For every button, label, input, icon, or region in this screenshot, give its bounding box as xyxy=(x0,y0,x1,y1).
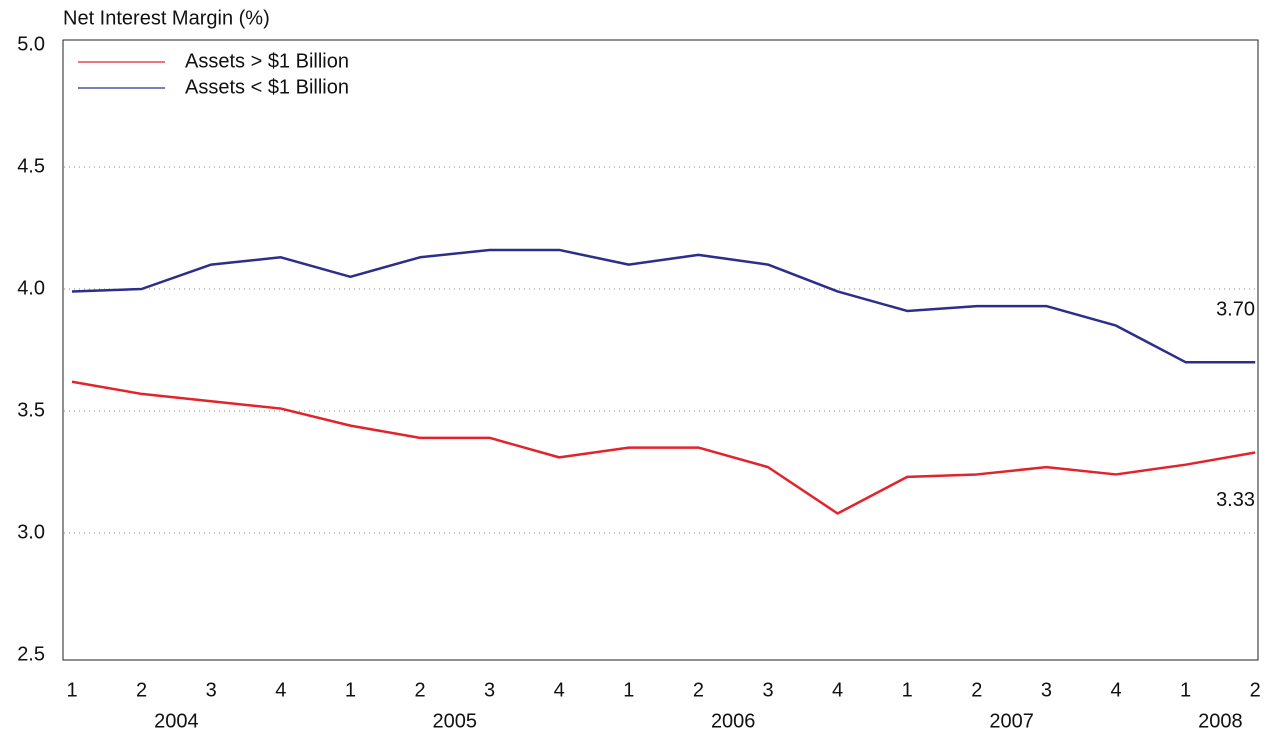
series-line xyxy=(71,380,1256,515)
x-tick-label: 3 xyxy=(484,679,495,701)
y-tick-label: 3.5 xyxy=(17,399,45,421)
x-tick-label: 4 xyxy=(275,679,286,701)
x-tick-label: 1 xyxy=(623,679,634,701)
x-tick-label: 4 xyxy=(832,679,843,701)
x-tick-label: 3 xyxy=(206,679,217,701)
plot-border xyxy=(62,39,1259,661)
y-tick-label: 2.5 xyxy=(17,643,45,665)
legend-label: Assets < $1 Billion xyxy=(185,76,349,98)
x-tick-label: 4 xyxy=(554,679,565,701)
year-label: 2005 xyxy=(433,710,478,732)
x-tick-label: 1 xyxy=(902,679,913,701)
chart-title: Net Interest Margin (%) xyxy=(63,7,270,29)
x-tick-label: 3 xyxy=(1041,679,1052,701)
year-label: 2006 xyxy=(711,710,756,732)
x-tick-label: 2 xyxy=(971,679,982,701)
x-tick-label: 2 xyxy=(693,679,704,701)
x-tick-label: 2 xyxy=(1250,679,1261,701)
x-tick-label: 3 xyxy=(762,679,773,701)
year-label: 2007 xyxy=(989,710,1034,732)
x-tick-label: 2 xyxy=(136,679,147,701)
end-label: 3.33 xyxy=(1216,489,1255,511)
y-tick-label: 4.5 xyxy=(17,155,45,177)
legend-label: Assets > $1 Billion xyxy=(185,50,349,72)
x-tick-label: 1 xyxy=(66,679,77,701)
y-tick-label: 5.0 xyxy=(17,33,45,55)
x-tick-label: 4 xyxy=(1110,679,1121,701)
y-tick-label: 4.0 xyxy=(17,277,45,299)
end-label: 3.70 xyxy=(1216,298,1255,320)
year-label: 2004 xyxy=(154,710,199,732)
x-tick-label: 1 xyxy=(345,679,356,701)
x-tick-label: 2 xyxy=(414,679,425,701)
year-label: 2008 xyxy=(1198,710,1243,732)
y-tick-label: 3.0 xyxy=(17,521,45,543)
series-line xyxy=(71,248,1256,364)
x-tick-label: 1 xyxy=(1180,679,1191,701)
